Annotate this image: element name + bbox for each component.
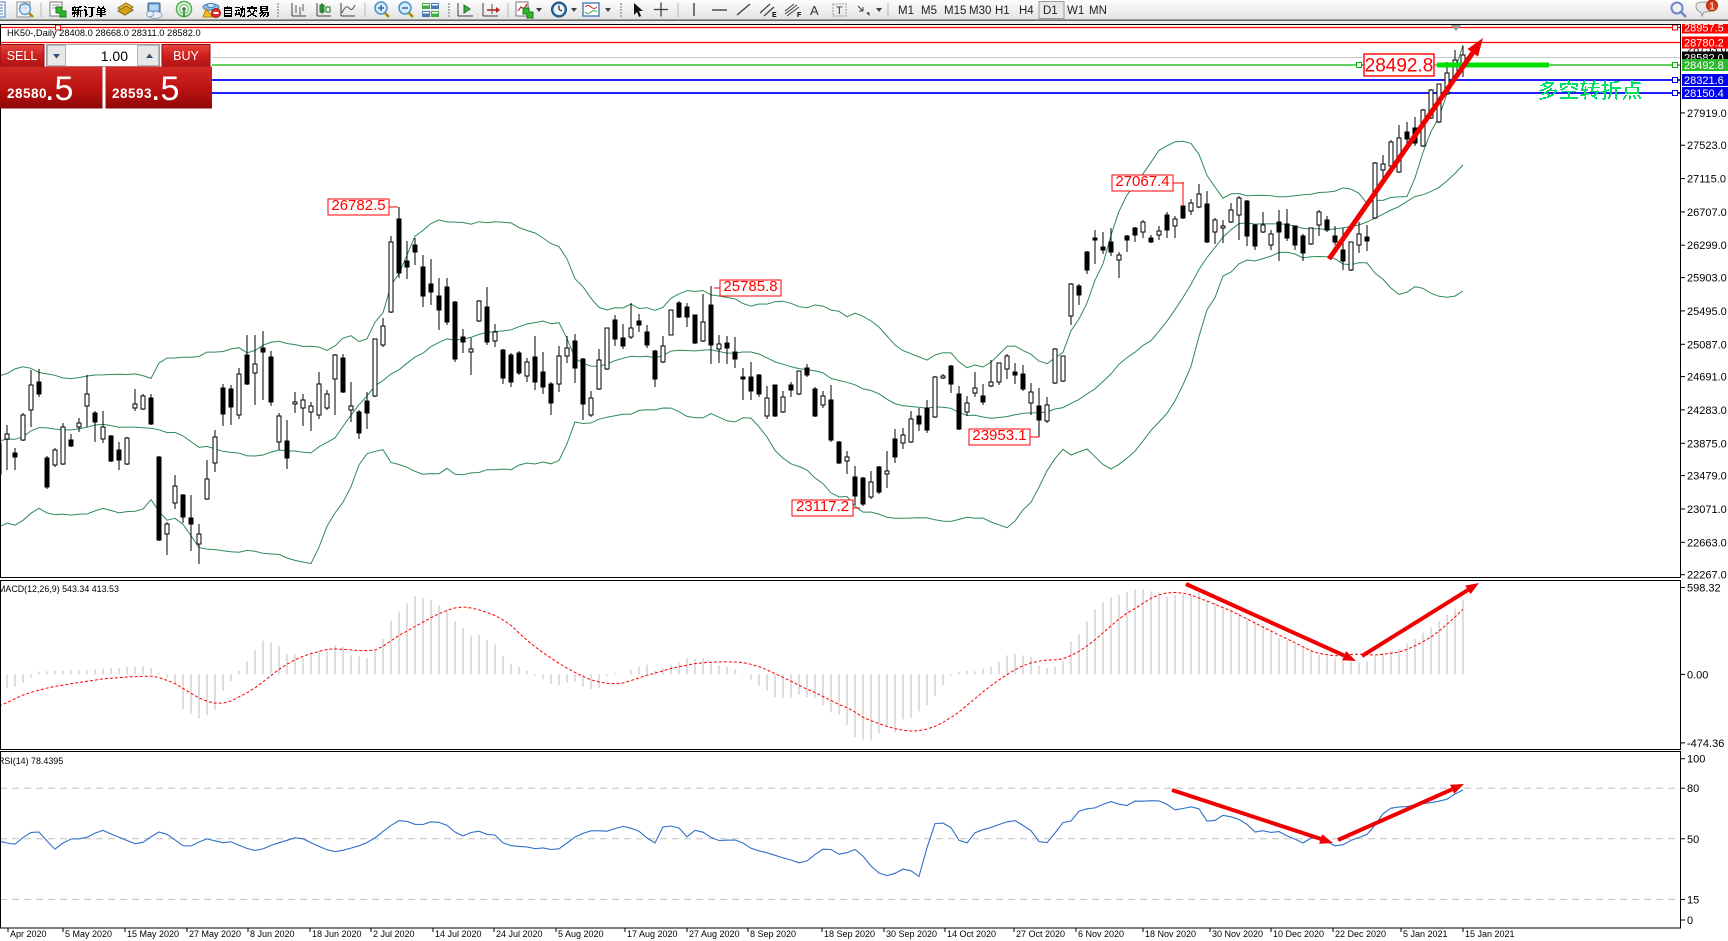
svg-text:W1: W1 bbox=[1067, 5, 1084, 17]
svg-text:22 Dec 2020: 22 Dec 2020 bbox=[1335, 929, 1386, 939]
svg-text:27 Aug 2020: 27 Aug 2020 bbox=[689, 929, 740, 939]
svg-text:28957.5: 28957.5 bbox=[1684, 23, 1724, 35]
svg-text:8 Sep 2020: 8 Sep 2020 bbox=[750, 929, 796, 939]
svg-text:22267.0: 22267.0 bbox=[1687, 570, 1727, 582]
svg-text:25087.0: 25087.0 bbox=[1687, 339, 1727, 351]
svg-text:H1: H1 bbox=[995, 5, 1010, 17]
svg-text:26299.0: 26299.0 bbox=[1687, 240, 1727, 252]
svg-text:25785.8: 25785.8 bbox=[723, 278, 777, 295]
svg-text:22663.0: 22663.0 bbox=[1687, 537, 1727, 549]
svg-text:27919.0: 27919.0 bbox=[1687, 108, 1727, 120]
svg-text:M15: M15 bbox=[944, 5, 966, 17]
svg-text:HK50-,Daily 28408.0 28668.0 2: HK50-,Daily 28408.0 28668.0 28311.0 2858… bbox=[7, 28, 201, 38]
svg-text:25495.0: 25495.0 bbox=[1687, 306, 1727, 318]
svg-text:26707.0: 26707.0 bbox=[1687, 207, 1727, 219]
svg-text:27 Oct 2020: 27 Oct 2020 bbox=[1016, 929, 1065, 939]
svg-text:27115.0: 27115.0 bbox=[1687, 174, 1726, 186]
svg-text:28593: 28593 bbox=[112, 86, 152, 101]
svg-text:8 Jun 2020: 8 Jun 2020 bbox=[250, 929, 295, 939]
svg-text:MN: MN bbox=[1089, 5, 1107, 17]
svg-text:5 Jan 2021: 5 Jan 2021 bbox=[1403, 929, 1448, 939]
svg-text:6 Nov 2020: 6 Nov 2020 bbox=[1078, 929, 1124, 939]
svg-text:27067.4: 27067.4 bbox=[1115, 173, 1169, 190]
svg-text:T: T bbox=[836, 5, 843, 17]
svg-text:100: 100 bbox=[1687, 754, 1705, 766]
svg-text:28580: 28580 bbox=[7, 86, 47, 101]
svg-text:28321.6: 28321.6 bbox=[1684, 75, 1724, 87]
svg-text:SELL: SELL bbox=[7, 49, 38, 63]
svg-text:24 Jul 2020: 24 Jul 2020 bbox=[496, 929, 543, 939]
svg-text:14 Jul 2020: 14 Jul 2020 bbox=[435, 929, 482, 939]
svg-text:10 Dec 2020: 10 Dec 2020 bbox=[1273, 929, 1324, 939]
svg-text:15: 15 bbox=[1687, 894, 1699, 906]
svg-text:30 Sep 2020: 30 Sep 2020 bbox=[886, 929, 937, 939]
svg-text:1: 1 bbox=[1709, 2, 1715, 13]
svg-text:24283.0: 24283.0 bbox=[1687, 405, 1727, 417]
svg-text:2 Jul 2020: 2 Jul 2020 bbox=[373, 929, 415, 939]
svg-text:23479.0: 23479.0 bbox=[1687, 471, 1727, 483]
svg-text:80: 80 bbox=[1687, 783, 1699, 795]
svg-text:15 May 2020: 15 May 2020 bbox=[127, 929, 179, 939]
svg-text:27523.0: 27523.0 bbox=[1687, 140, 1727, 152]
svg-text:17 Aug 2020: 17 Aug 2020 bbox=[627, 929, 678, 939]
svg-text:0.00: 0.00 bbox=[1687, 669, 1708, 681]
svg-text:.5: .5 bbox=[45, 70, 73, 108]
svg-text:18 Sep 2020: 18 Sep 2020 bbox=[824, 929, 875, 939]
svg-text:.5: .5 bbox=[151, 70, 179, 108]
svg-text:27 May 2020: 27 May 2020 bbox=[189, 929, 241, 939]
svg-text:-474.36: -474.36 bbox=[1687, 738, 1724, 750]
svg-text:28492.8: 28492.8 bbox=[1684, 60, 1724, 72]
svg-text:MACD(12,26,9) 543.34 413.53: MACD(12,26,9) 543.34 413.53 bbox=[0, 584, 119, 594]
svg-text:28150.4: 28150.4 bbox=[1684, 88, 1724, 100]
svg-text:26782.5: 26782.5 bbox=[331, 197, 385, 214]
svg-text:23071.0: 23071.0 bbox=[1687, 504, 1727, 516]
svg-text:0: 0 bbox=[1687, 915, 1693, 927]
svg-text:M1: M1 bbox=[898, 5, 914, 17]
svg-text:5 Aug 2020: 5 Aug 2020 bbox=[558, 929, 604, 939]
svg-text:14 Oct 2020: 14 Oct 2020 bbox=[947, 929, 996, 939]
svg-text:23875.0: 23875.0 bbox=[1687, 438, 1727, 450]
svg-text:28780.2: 28780.2 bbox=[1684, 38, 1724, 50]
svg-text:F: F bbox=[797, 12, 802, 19]
svg-text:M30: M30 bbox=[969, 5, 991, 17]
svg-text:Apr 2020: Apr 2020 bbox=[10, 929, 47, 939]
svg-text:25903.0: 25903.0 bbox=[1687, 273, 1727, 285]
svg-text:50: 50 bbox=[1687, 834, 1699, 846]
svg-text:18 Jun 2020: 18 Jun 2020 bbox=[312, 929, 362, 939]
svg-text:BUY: BUY bbox=[173, 49, 199, 63]
svg-text:M5: M5 bbox=[921, 5, 937, 17]
svg-text:RSI(14) 78.4395: RSI(14) 78.4395 bbox=[0, 756, 63, 766]
svg-text:1.00: 1.00 bbox=[101, 48, 128, 64]
svg-text:28492.8: 28492.8 bbox=[1365, 56, 1434, 77]
svg-text:598.32: 598.32 bbox=[1687, 583, 1721, 595]
svg-text:24691.0: 24691.0 bbox=[1687, 372, 1727, 384]
svg-text:D1: D1 bbox=[1043, 5, 1058, 17]
svg-text:5 May 2020: 5 May 2020 bbox=[65, 929, 112, 939]
svg-text:18 Nov 2020: 18 Nov 2020 bbox=[1145, 929, 1196, 939]
svg-text:23117.2: 23117.2 bbox=[796, 498, 849, 515]
svg-text:H4: H4 bbox=[1019, 5, 1034, 17]
svg-text:15 Jan 2021: 15 Jan 2021 bbox=[1465, 929, 1515, 939]
svg-text:23953.1: 23953.1 bbox=[972, 427, 1026, 444]
svg-text:A: A bbox=[810, 3, 819, 18]
svg-text:30 Nov 2020: 30 Nov 2020 bbox=[1212, 929, 1263, 939]
svg-text:E: E bbox=[772, 12, 777, 19]
